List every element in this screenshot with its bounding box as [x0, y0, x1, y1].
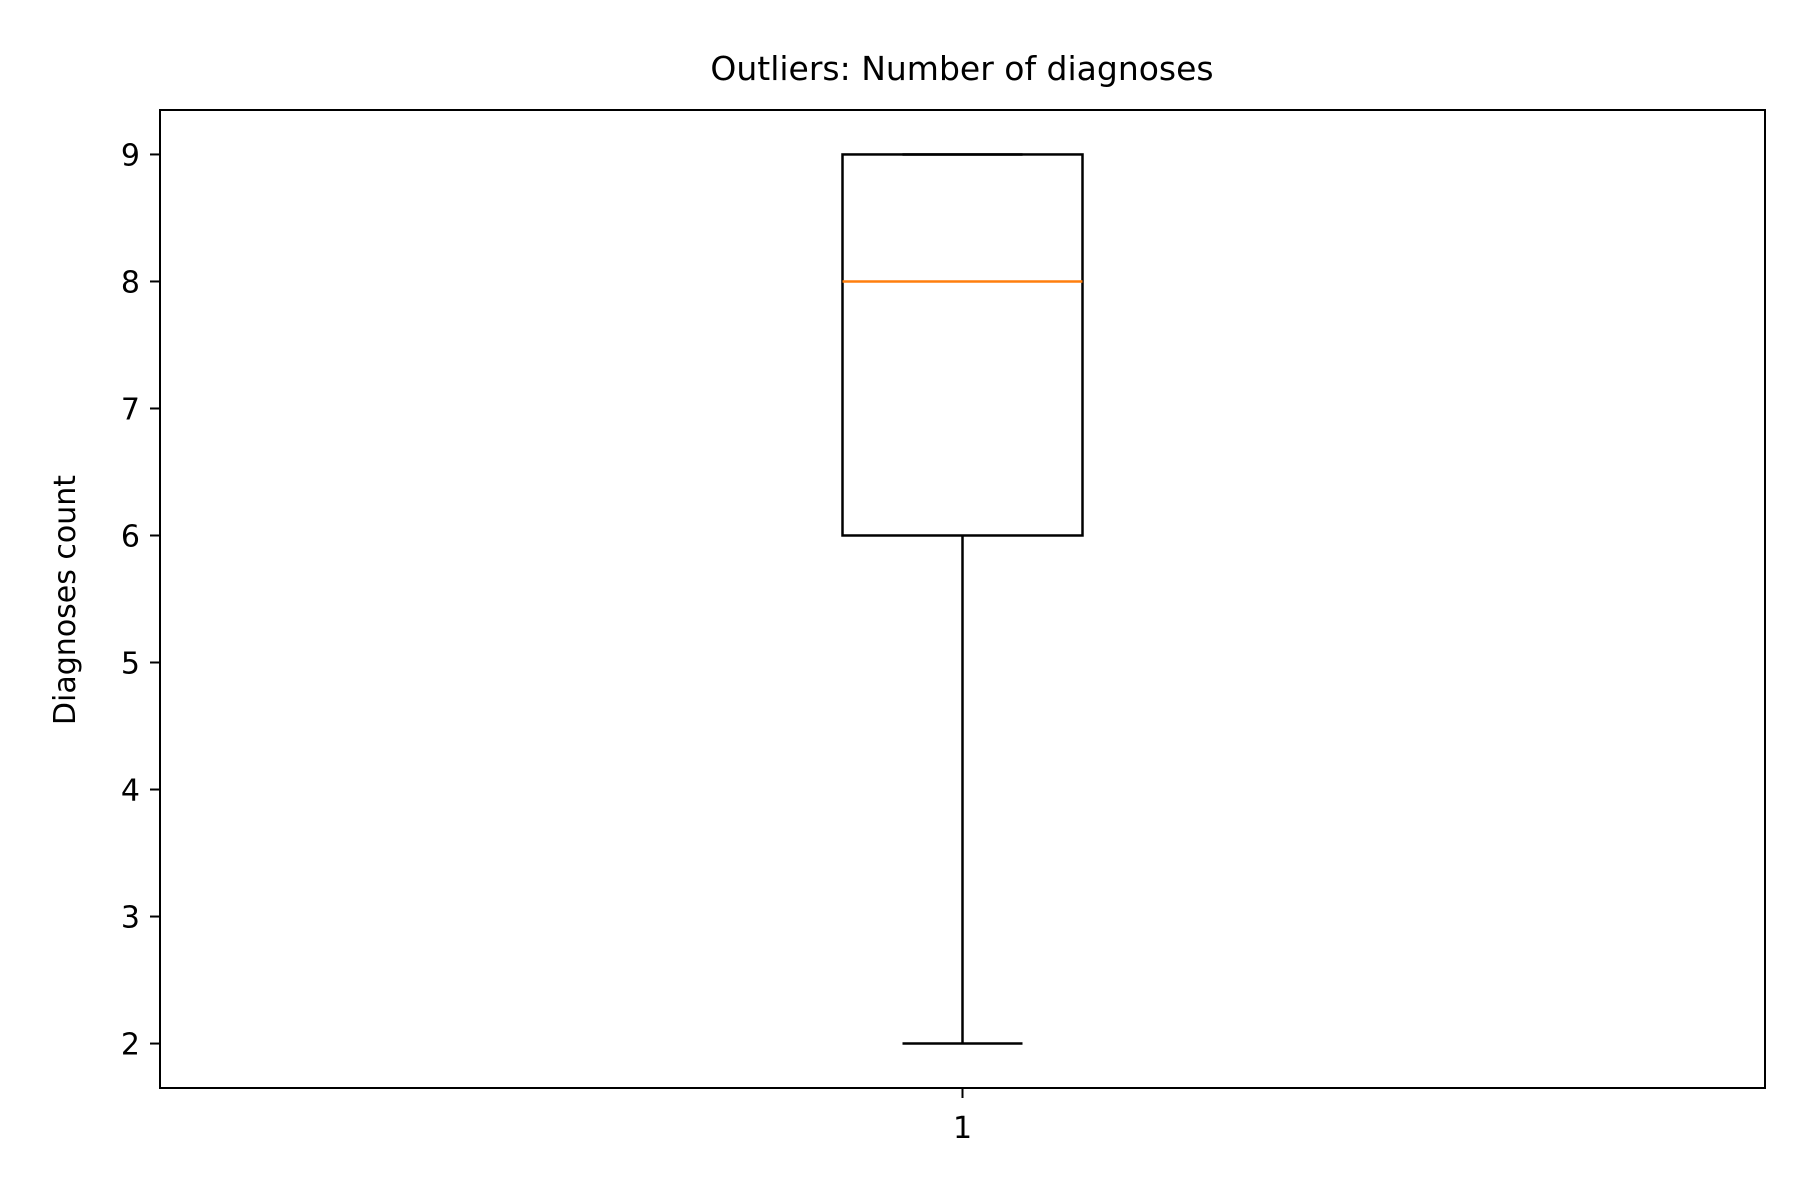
y-tick-label: 5: [121, 647, 140, 682]
y-axis-ticks: 2 3 4 5 6 7 8 9: [121, 138, 160, 1063]
interquartile-box: [841, 153, 1084, 537]
chart-title: Outliers: Number of diagnoses: [710, 49, 1213, 88]
y-tick-label: 7: [121, 392, 140, 427]
y-tick-label: 9: [121, 138, 140, 173]
y-tick-label: 4: [121, 774, 140, 809]
y-tick-label: 6: [121, 519, 140, 554]
y-tick-label: 3: [121, 901, 140, 936]
y-tick-label: 2: [121, 1028, 140, 1063]
plot-frame: [159, 109, 1766, 1089]
x-tick-label: 1: [953, 1111, 972, 1146]
y-axis-label: Diagnoses count: [48, 475, 83, 725]
y-tick-label: 8: [121, 265, 140, 300]
x-axis-ticks: 1: [953, 1088, 972, 1146]
box-series: [841, 153, 1084, 1045]
